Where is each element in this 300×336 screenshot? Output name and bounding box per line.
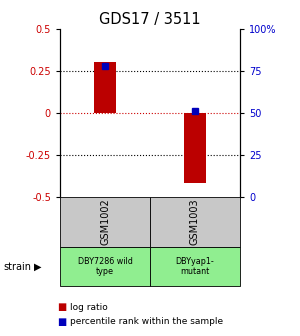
Text: DBYyap1-
mutant: DBYyap1- mutant (176, 257, 214, 276)
Text: DBY7286 wild
type: DBY7286 wild type (78, 257, 132, 276)
Text: ▶: ▶ (34, 262, 41, 271)
Bar (184, 113, 206, 183)
Text: strain: strain (3, 262, 31, 271)
Text: ■: ■ (57, 317, 66, 327)
Text: GDS17 / 3511: GDS17 / 3511 (99, 12, 201, 27)
Text: log ratio: log ratio (70, 303, 108, 312)
Text: ■: ■ (57, 302, 66, 312)
Text: percentile rank within the sample: percentile rank within the sample (70, 318, 224, 326)
Text: GSM1002: GSM1002 (100, 198, 110, 245)
Bar (94, 62, 116, 113)
Text: GSM1003: GSM1003 (190, 199, 200, 245)
